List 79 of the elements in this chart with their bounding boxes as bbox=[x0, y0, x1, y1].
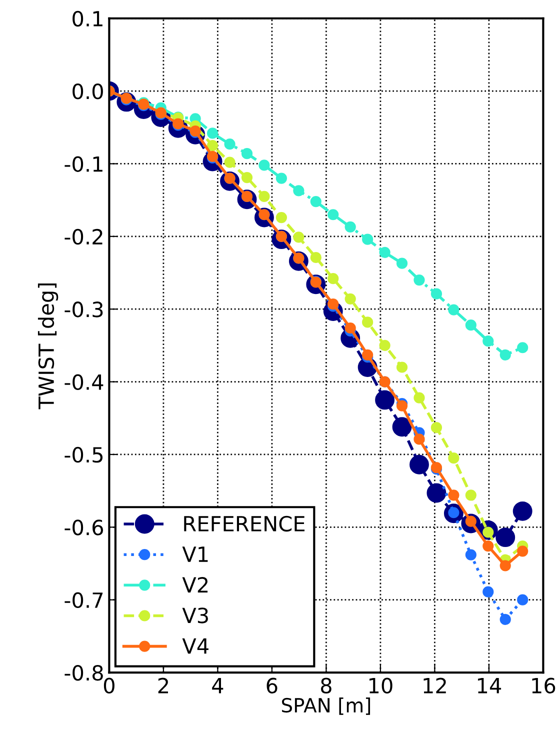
point bbox=[293, 232, 304, 243]
point bbox=[496, 528, 516, 548]
point bbox=[362, 316, 374, 328]
point bbox=[276, 212, 287, 224]
point bbox=[206, 128, 218, 139]
y-tick-label: 0.1 bbox=[72, 10, 102, 27]
point bbox=[379, 246, 390, 258]
point bbox=[258, 190, 270, 202]
point bbox=[448, 304, 460, 316]
point bbox=[344, 322, 356, 334]
x-tick-label: 10 bbox=[369, 678, 392, 694]
x-tick-label: 8 bbox=[320, 678, 332, 694]
point bbox=[224, 138, 236, 150]
point bbox=[362, 234, 374, 245]
y-tick-label: -0.2 bbox=[64, 228, 102, 245]
point bbox=[344, 221, 356, 233]
y-tick-label: -0.1 bbox=[64, 156, 102, 172]
y-tick-label: 0.0 bbox=[72, 84, 103, 100]
point bbox=[375, 390, 395, 410]
legend-label: V2 bbox=[182, 576, 208, 592]
y-tick-label: -0.3 bbox=[64, 302, 103, 318]
point bbox=[206, 140, 218, 152]
point bbox=[362, 349, 374, 360]
legend-label: V4 bbox=[182, 638, 208, 654]
point bbox=[328, 209, 339, 220]
x-tick-label: 6 bbox=[266, 678, 278, 694]
x-tick-label: 0 bbox=[104, 678, 114, 694]
point bbox=[430, 422, 442, 434]
point bbox=[379, 340, 390, 352]
point bbox=[448, 452, 460, 464]
legend-label: V3 bbox=[182, 608, 208, 624]
x-axis-title: SPAN [m] bbox=[282, 698, 370, 715]
point bbox=[482, 336, 494, 347]
point bbox=[517, 546, 528, 557]
y-tick-label: -0.4 bbox=[64, 374, 104, 390]
x-tick-label: 12 bbox=[424, 678, 446, 694]
point bbox=[310, 252, 322, 264]
point bbox=[224, 156, 236, 168]
y-tick-label: -0.5 bbox=[64, 446, 103, 463]
x-tick-label: 16 bbox=[532, 678, 556, 694]
point bbox=[465, 549, 476, 560]
point bbox=[328, 298, 339, 310]
point bbox=[414, 434, 425, 445]
point bbox=[500, 349, 511, 360]
point bbox=[241, 148, 253, 160]
x-tick-label: 2 bbox=[158, 678, 168, 694]
point bbox=[396, 258, 408, 269]
point bbox=[344, 293, 356, 304]
point bbox=[512, 501, 532, 521]
point bbox=[426, 483, 446, 503]
point bbox=[482, 540, 494, 552]
point bbox=[414, 392, 425, 404]
x-tick-label: 4 bbox=[212, 678, 224, 694]
point bbox=[500, 560, 511, 572]
y-tick-label: -0.6 bbox=[64, 520, 104, 536]
y-axis-title: TWIST [deg] bbox=[38, 283, 58, 410]
point bbox=[410, 454, 429, 474]
legend-label: REFERENCE bbox=[184, 516, 304, 532]
point bbox=[310, 196, 322, 208]
point bbox=[396, 362, 408, 373]
legend-label: V1 bbox=[182, 546, 208, 562]
point bbox=[430, 288, 442, 300]
y-tick-label: -0.8 bbox=[64, 664, 103, 681]
point bbox=[517, 594, 528, 606]
point bbox=[328, 273, 339, 284]
x-tick-label: 14 bbox=[478, 678, 502, 694]
point bbox=[448, 490, 460, 501]
point bbox=[276, 172, 287, 184]
point bbox=[482, 586, 494, 598]
point bbox=[517, 342, 528, 354]
point bbox=[465, 320, 476, 331]
point bbox=[258, 160, 270, 171]
y-tick-label: -0.7 bbox=[64, 592, 103, 608]
point bbox=[465, 490, 476, 501]
point bbox=[241, 172, 253, 184]
point bbox=[293, 185, 304, 196]
point bbox=[414, 274, 425, 286]
point bbox=[500, 614, 511, 626]
point bbox=[392, 417, 412, 437]
